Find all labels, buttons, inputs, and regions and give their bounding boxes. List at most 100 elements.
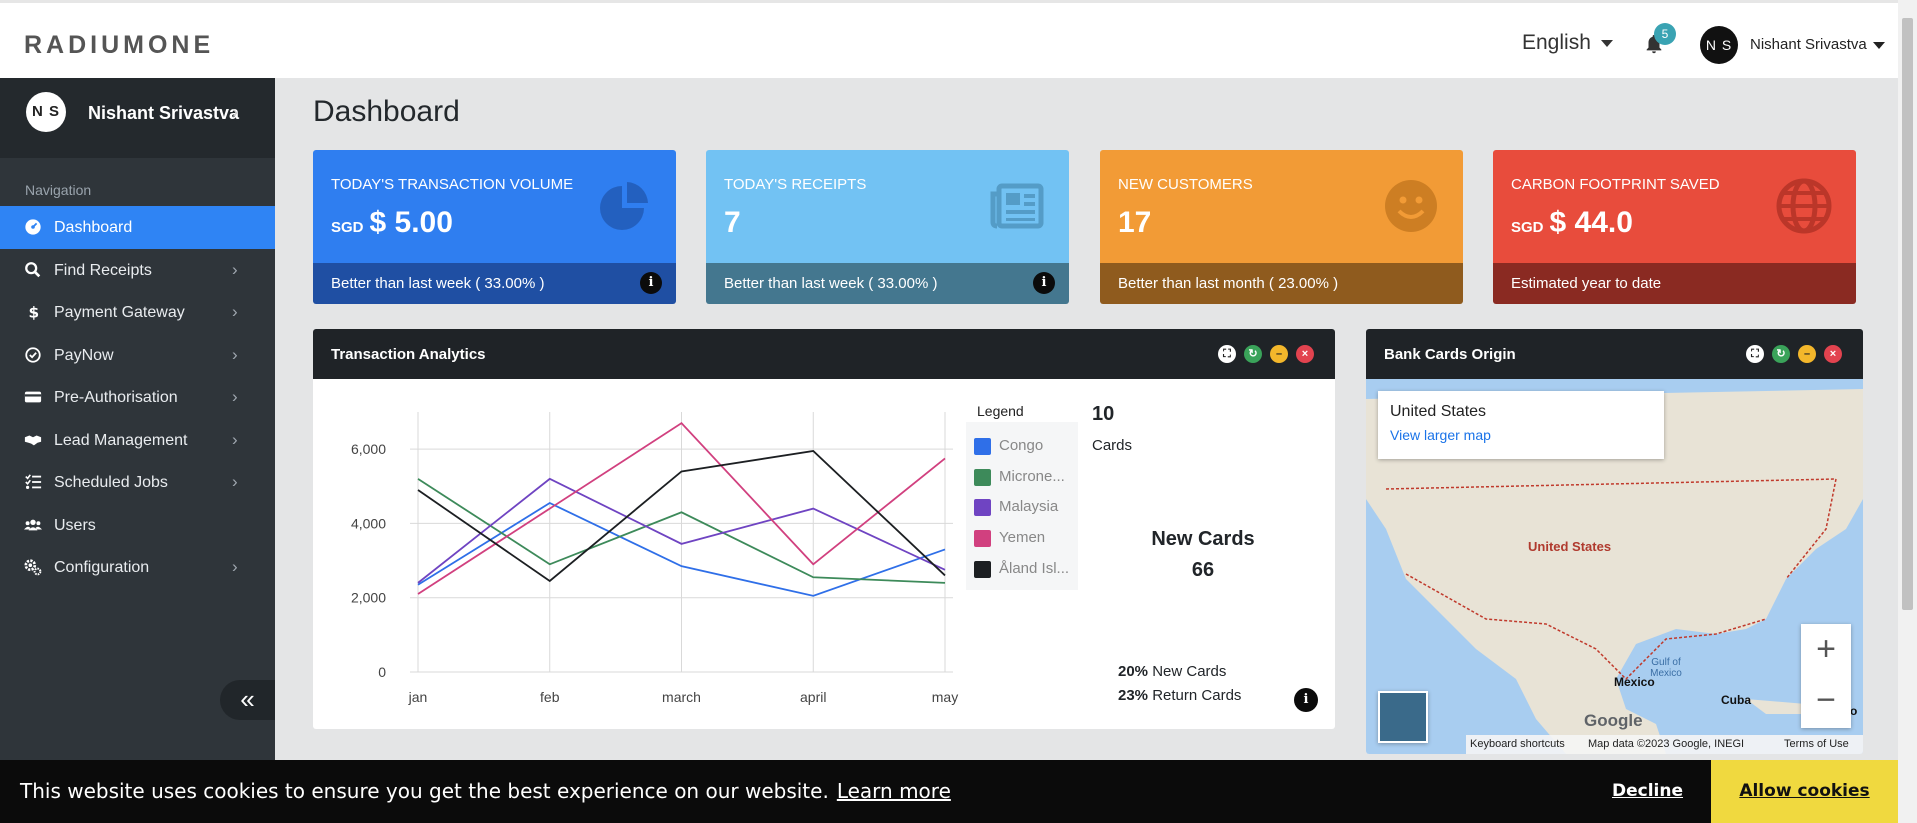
dollar-icon: $ [24, 303, 42, 321]
view-larger-map-link[interactable]: View larger map [1390, 427, 1491, 443]
stat-currency: SGD [1511, 219, 1544, 236]
map-info-card: United States View larger map [1378, 391, 1664, 459]
sidebar-item-find-receipts[interactable]: Find Receipts › [0, 249, 275, 292]
fullscreen-button[interactable]: ⛶ [1218, 345, 1236, 363]
close-button[interactable]: × [1296, 345, 1314, 363]
legend-label: Congo [999, 437, 1043, 454]
stat-amount: $ 44.0 [1550, 206, 1633, 239]
close-button[interactable]: × [1824, 345, 1842, 363]
chevron-right-icon: › [232, 430, 238, 450]
return-cards-percent: 23% [1118, 687, 1148, 704]
sidebar-item-payment-gateway[interactable]: $ Payment Gateway › [0, 291, 275, 334]
sidebar: N S Nishant Srivastva › Navigation Dashb… [0, 78, 275, 823]
stat-label: Today's Receipts [724, 176, 866, 193]
credit-card-icon [24, 388, 42, 406]
search-icon [24, 261, 42, 279]
stat-card-carbon-footprint: Carbon Footprint Saved SGD $ 44.0 Estimat… [1493, 150, 1856, 304]
legend-item[interactable]: Yemen [974, 529, 1045, 547]
stat-amount: 7 [724, 206, 741, 239]
stat-footer-text: Better than last week ( 33.00% ) [331, 275, 544, 292]
minimize-button[interactable]: – [1270, 345, 1288, 363]
cards-count: 10 [1092, 403, 1114, 426]
cards-label: Cards [1092, 437, 1132, 454]
map-label: Cuba [1721, 693, 1751, 707]
sidebar-item-lead-management[interactable]: Lead Management › [0, 419, 275, 462]
refresh-button[interactable]: ↻ [1772, 345, 1790, 363]
terms-of-use-link[interactable]: Terms of Use [1784, 738, 1849, 750]
stat-card-body: New Customers 17 [1100, 150, 1463, 263]
sidebar-collapse-button[interactable]: « [220, 680, 275, 720]
sidebar-user[interactable]: N S Nishant Srivastva › [0, 78, 275, 158]
stat-footer-text: Estimated year to date [1511, 275, 1661, 292]
stat-card-footer: Estimated year to date [1493, 263, 1856, 304]
zoom-out-button[interactable]: − [1801, 676, 1851, 728]
fullscreen-button[interactable]: ⛶ [1746, 345, 1764, 363]
y-tick-label: 6,000 [351, 441, 386, 457]
legend-item[interactable]: Malaysia [974, 498, 1058, 516]
stat-card-footer: Better than last month ( 23.00% ) [1100, 263, 1463, 304]
chevron-right-icon: › [232, 557, 238, 577]
allow-cookies-button[interactable]: Allow cookies [1711, 760, 1898, 823]
nav-menu: Dashboard Find Receipts › $ Payment Gate… [0, 206, 275, 589]
refresh-button[interactable]: ↻ [1244, 345, 1262, 363]
page-scrollbar[interactable] [1898, 0, 1917, 823]
sidebar-item-scheduled-jobs[interactable]: Scheduled Jobs › [0, 461, 275, 504]
panel-title: Bank Cards Origin [1384, 346, 1516, 363]
info-icon[interactable]: i [1033, 272, 1055, 294]
sidebar-item-label: Scheduled Jobs [54, 474, 168, 492]
check-circle-icon [24, 346, 42, 364]
legend-item[interactable]: Åland Isl... [974, 560, 1069, 578]
satellite-view-toggle[interactable] [1378, 691, 1428, 743]
legend-swatch [974, 469, 991, 486]
map-view[interactable]: United States Mexico Cuba Gulf of Mexico… [1366, 379, 1863, 754]
sidebar-item-pre-authorisation[interactable]: Pre-Authorisation › [0, 376, 275, 419]
legend-swatch [974, 438, 991, 455]
panel-header: Bank Cards Origin ⛶ ↻ – × [1366, 329, 1863, 379]
x-tick-label: jan [408, 689, 428, 705]
user-name: Nishant Srivastva [1750, 36, 1867, 53]
sidebar-item-label: PayNow [54, 347, 114, 365]
stat-currency: SGD [331, 219, 364, 236]
user-menu[interactable]: Nishant Srivastva [1750, 36, 1885, 53]
language-selector[interactable]: English [1522, 31, 1613, 55]
sidebar-item-configuration[interactable]: Configuration › [0, 546, 275, 589]
decline-cookies-button[interactable]: Decline [1612, 781, 1683, 801]
keyboard-shortcuts-link[interactable]: Keyboard shortcuts [1470, 738, 1565, 750]
sidebar-item-users[interactable]: Users [0, 504, 275, 547]
nav-section-title: Navigation [25, 182, 91, 198]
info-icon[interactable]: i [1294, 688, 1318, 712]
avatar[interactable]: N S [1700, 26, 1738, 64]
stat-card-transaction-volume: Today's Transaction Volume SGD $ 5.00 Bet… [313, 150, 676, 304]
legend-item[interactable]: Congo [974, 437, 1043, 455]
stat-value: SGD $ 44.0 [1511, 206, 1633, 240]
learn-more-link[interactable]: Learn more [837, 779, 951, 803]
new-cards-percent-label: New Cards [1152, 663, 1226, 680]
sidebar-item-label: Configuration [54, 559, 149, 577]
sidebar-item-label: Lead Management [54, 432, 187, 450]
chevron-right-icon: › [232, 387, 238, 407]
legend-swatch [974, 499, 991, 516]
cookie-message: This website uses cookies to ensure you … [20, 779, 951, 803]
globe-icon [1776, 178, 1832, 234]
legend-item[interactable]: Microne... [974, 468, 1065, 486]
sidebar-item-label: Payment Gateway [54, 304, 185, 322]
stat-amount: $ 5.00 [370, 206, 453, 239]
brand-logo[interactable]: RADIUMONE [24, 31, 214, 60]
info-icon[interactable]: i [640, 272, 662, 294]
stat-card-body: Today's Transaction Volume SGD $ 5.00 [313, 150, 676, 263]
chevron-right-icon: › [232, 472, 238, 492]
scrollbar-thumb[interactable] [1902, 18, 1913, 610]
new-cards-title: New Cards [1110, 528, 1296, 551]
sidebar-item-dashboard[interactable]: Dashboard [0, 206, 275, 249]
x-tick-label: feb [540, 689, 560, 705]
map-country-label: United States [1528, 539, 1611, 554]
cookie-text: This website uses cookies to ensure you … [20, 779, 829, 803]
chevron-down-icon [1873, 42, 1885, 49]
notification-badge: 5 [1654, 23, 1676, 45]
legend-label: Microne... [999, 468, 1065, 485]
sidebar-item-label: Dashboard [54, 219, 132, 237]
sidebar-item-paynow[interactable]: PayNow › [0, 334, 275, 377]
minimize-button[interactable]: – [1798, 345, 1816, 363]
stat-card-footer: Better than last week ( 33.00% ) i [313, 263, 676, 304]
zoom-in-button[interactable]: + [1801, 624, 1851, 676]
